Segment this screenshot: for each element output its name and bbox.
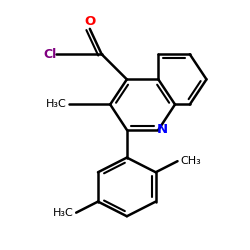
Text: Cl: Cl	[43, 48, 57, 61]
Text: O: O	[84, 15, 96, 28]
Text: H₃C: H₃C	[46, 99, 66, 109]
Text: CH₃: CH₃	[180, 156, 201, 166]
Text: H₃C: H₃C	[52, 208, 73, 218]
Text: N: N	[157, 124, 168, 136]
